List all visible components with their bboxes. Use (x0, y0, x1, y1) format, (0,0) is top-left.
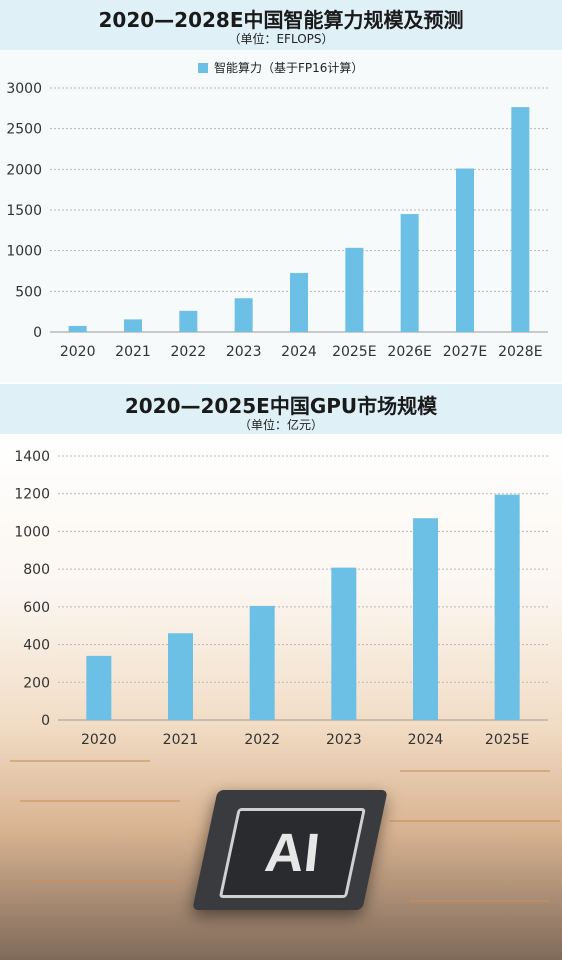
ai-chip-label: AI (262, 823, 323, 883)
x-tick-label: 2028E (498, 344, 542, 360)
x-tick-label: 2022 (171, 344, 207, 360)
y-tick-label: 3000 (6, 81, 42, 97)
y-tick-label: 1000 (6, 244, 42, 260)
bar (290, 273, 308, 332)
circuit-trace (410, 900, 550, 902)
x-tick-label: 2022 (244, 732, 280, 748)
y-tick-label: 200 (23, 675, 50, 691)
ai-chip-illustration: AI (192, 790, 388, 910)
y-tick-label: 400 (23, 638, 50, 654)
y-tick-label: 1500 (6, 203, 42, 219)
y-tick-label: 0 (33, 325, 42, 341)
x-tick-label: 2021 (115, 344, 151, 360)
y-tick-label: 1200 (14, 487, 50, 503)
bar (400, 214, 419, 332)
chart1-title-band (0, 0, 562, 50)
x-tick-label: 2026E (387, 344, 431, 360)
circuit-trace (390, 820, 560, 822)
chart2-title-band (0, 384, 562, 434)
y-tick-label: 2500 (6, 122, 42, 138)
x-tick-label: 2020 (81, 732, 117, 748)
bar (68, 325, 87, 332)
bar (86, 655, 112, 720)
chart2-subtitle: （单位：亿元） (238, 418, 323, 432)
y-tick-label: 1000 (14, 524, 50, 540)
x-tick-label: 2023 (326, 732, 362, 748)
chart1-svg: 智能算力（基于FP16计算） 0 500 1000 1500 2000 2500 3000 20… (6, 60, 548, 360)
bar (494, 494, 520, 720)
chart2-svg: 0 200 400 600 800 1000 1200 1400 2020 2021 2022 202… (14, 449, 548, 748)
x-tick-label: 2020 (60, 344, 96, 360)
bar (179, 310, 198, 332)
x-tick-label: 2024 (408, 732, 444, 748)
y-tick-label: 2000 (6, 162, 42, 178)
x-tick-label: 2027E (443, 344, 487, 360)
circuit-trace (400, 770, 550, 772)
x-tick-label: 2025E (332, 344, 376, 360)
bar (249, 605, 275, 720)
x-tick-label: 2025E (485, 732, 529, 748)
panel-divider (0, 382, 562, 384)
bar (345, 247, 364, 332)
circuit-trace (10, 760, 150, 762)
ai-chip-die: AI (218, 808, 366, 898)
chart1-subtitle: （单位：EFLOPS） (228, 32, 334, 46)
bar (234, 298, 253, 332)
bar (124, 319, 142, 332)
y-tick-label: 1400 (14, 449, 50, 465)
y-tick-label: 800 (23, 562, 50, 578)
legend-swatch (198, 63, 208, 73)
y-tick-label: 500 (15, 284, 42, 300)
chart2-title: 2020—2025E中国GPU市场规模 (124, 394, 438, 418)
x-tick-label: 2024 (281, 344, 317, 360)
chart1-title: 2020—2028E中国智能算力规模及预测 (98, 8, 464, 32)
circuit-trace (20, 800, 180, 802)
bar (168, 633, 193, 720)
y-tick-label: 600 (23, 600, 50, 616)
y-tick-label: 0 (41, 713, 50, 729)
x-tick-label: 2021 (163, 732, 199, 748)
legend-label: 智能算力（基于FP16计算） (214, 60, 363, 75)
bar (331, 567, 357, 720)
bar (413, 518, 438, 720)
bar (511, 107, 530, 332)
x-tick-label: 2023 (226, 344, 262, 360)
circuit-trace (30, 880, 180, 882)
bar (456, 168, 474, 332)
